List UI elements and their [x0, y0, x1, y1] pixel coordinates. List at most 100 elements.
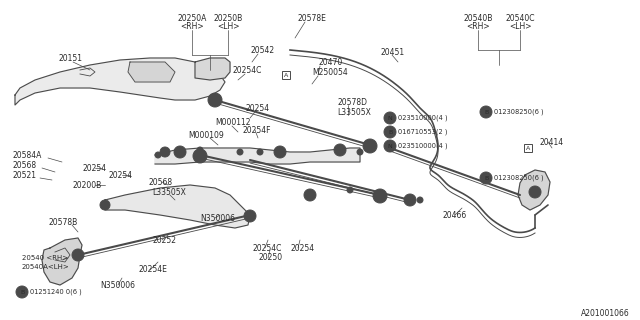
Circle shape — [237, 149, 243, 155]
Text: 20540A<LH>: 20540A<LH> — [22, 264, 70, 270]
Circle shape — [72, 249, 84, 261]
Circle shape — [367, 143, 373, 149]
Text: <LH>: <LH> — [217, 21, 239, 30]
Text: 20254: 20254 — [245, 103, 269, 113]
Circle shape — [257, 149, 263, 155]
Text: L33505X: L33505X — [152, 188, 186, 196]
Text: 20250B: 20250B — [213, 13, 243, 22]
Text: B: B — [484, 175, 488, 180]
Text: 016710553(2 ): 016710553(2 ) — [398, 129, 447, 135]
Text: 20584A: 20584A — [12, 150, 42, 159]
Text: 20254: 20254 — [82, 164, 106, 172]
Text: N: N — [388, 116, 392, 121]
Text: 20578E: 20578E — [297, 13, 326, 22]
Circle shape — [278, 150, 282, 155]
Circle shape — [404, 194, 416, 206]
Text: 20250: 20250 — [258, 253, 282, 262]
Polygon shape — [102, 185, 250, 228]
Circle shape — [373, 189, 387, 203]
Text: 20252: 20252 — [152, 236, 176, 244]
Circle shape — [480, 172, 492, 184]
Text: <LH>: <LH> — [509, 21, 531, 30]
Circle shape — [308, 193, 312, 197]
Text: 20254C: 20254C — [232, 66, 261, 75]
Text: M000112: M000112 — [215, 117, 250, 126]
Text: 20254: 20254 — [290, 244, 314, 252]
Polygon shape — [15, 58, 225, 105]
Circle shape — [529, 186, 541, 198]
Text: M250054: M250054 — [312, 68, 348, 76]
Circle shape — [384, 112, 396, 124]
Circle shape — [349, 188, 351, 191]
Text: A: A — [284, 73, 288, 77]
Circle shape — [304, 189, 316, 201]
Text: <RH>: <RH> — [466, 21, 490, 30]
Circle shape — [100, 200, 110, 210]
Circle shape — [377, 193, 383, 199]
Text: 20578D: 20578D — [337, 98, 367, 107]
Circle shape — [197, 147, 203, 153]
Text: 20451: 20451 — [380, 47, 404, 57]
Text: 023510000(4 ): 023510000(4 ) — [398, 143, 447, 149]
Circle shape — [408, 198, 412, 203]
Text: A: A — [526, 146, 530, 150]
Circle shape — [363, 139, 377, 153]
Circle shape — [274, 146, 286, 158]
Text: 20151: 20151 — [58, 53, 82, 62]
Text: 20521: 20521 — [12, 171, 36, 180]
Text: 20250A: 20250A — [177, 13, 207, 22]
Text: 20540C: 20540C — [505, 13, 535, 22]
Polygon shape — [195, 58, 230, 80]
Circle shape — [248, 214, 252, 219]
Circle shape — [334, 144, 346, 156]
Text: 20200B: 20200B — [72, 180, 101, 189]
Text: N350006: N350006 — [100, 281, 135, 290]
Circle shape — [16, 286, 28, 298]
Text: 20542: 20542 — [250, 45, 274, 54]
Text: L33505X: L33505X — [337, 108, 371, 116]
Circle shape — [357, 149, 363, 155]
Text: 20470: 20470 — [318, 58, 342, 67]
Circle shape — [160, 147, 170, 157]
Text: B: B — [388, 130, 392, 134]
Text: 01251240 0(6 ): 01251240 0(6 ) — [30, 289, 82, 295]
Circle shape — [212, 97, 218, 103]
Circle shape — [198, 148, 202, 151]
Text: N350006: N350006 — [200, 213, 235, 222]
Text: 20254: 20254 — [108, 171, 132, 180]
Circle shape — [480, 106, 492, 118]
Text: 20540 <RH>: 20540 <RH> — [22, 255, 68, 261]
Circle shape — [208, 93, 222, 107]
Circle shape — [197, 153, 203, 159]
Text: 20254C: 20254C — [252, 244, 282, 252]
Text: A201001066: A201001066 — [581, 308, 630, 317]
Text: 20578B: 20578B — [48, 218, 77, 227]
Text: 20568: 20568 — [12, 161, 36, 170]
Circle shape — [338, 148, 342, 152]
Text: 20254E: 20254E — [138, 266, 167, 275]
Circle shape — [532, 189, 538, 195]
Circle shape — [193, 149, 207, 163]
Circle shape — [244, 210, 256, 222]
Circle shape — [384, 126, 396, 138]
Text: 023510000(4 ): 023510000(4 ) — [398, 115, 447, 121]
Text: 20466: 20466 — [442, 211, 467, 220]
Text: B: B — [20, 290, 24, 294]
Circle shape — [174, 146, 186, 158]
Circle shape — [76, 252, 81, 257]
Circle shape — [358, 150, 362, 154]
Circle shape — [347, 187, 353, 193]
Bar — [282, 71, 290, 79]
Circle shape — [157, 154, 159, 156]
Text: <RH>: <RH> — [180, 21, 204, 30]
Circle shape — [259, 150, 262, 154]
Circle shape — [384, 140, 396, 152]
Text: 012308250(6 ): 012308250(6 ) — [494, 175, 543, 181]
Circle shape — [419, 198, 422, 202]
Text: 012308250(6 ): 012308250(6 ) — [494, 109, 543, 115]
Text: 20568: 20568 — [148, 178, 172, 187]
Circle shape — [163, 150, 167, 154]
Circle shape — [178, 150, 182, 155]
Circle shape — [155, 152, 161, 158]
Text: N: N — [388, 143, 392, 148]
